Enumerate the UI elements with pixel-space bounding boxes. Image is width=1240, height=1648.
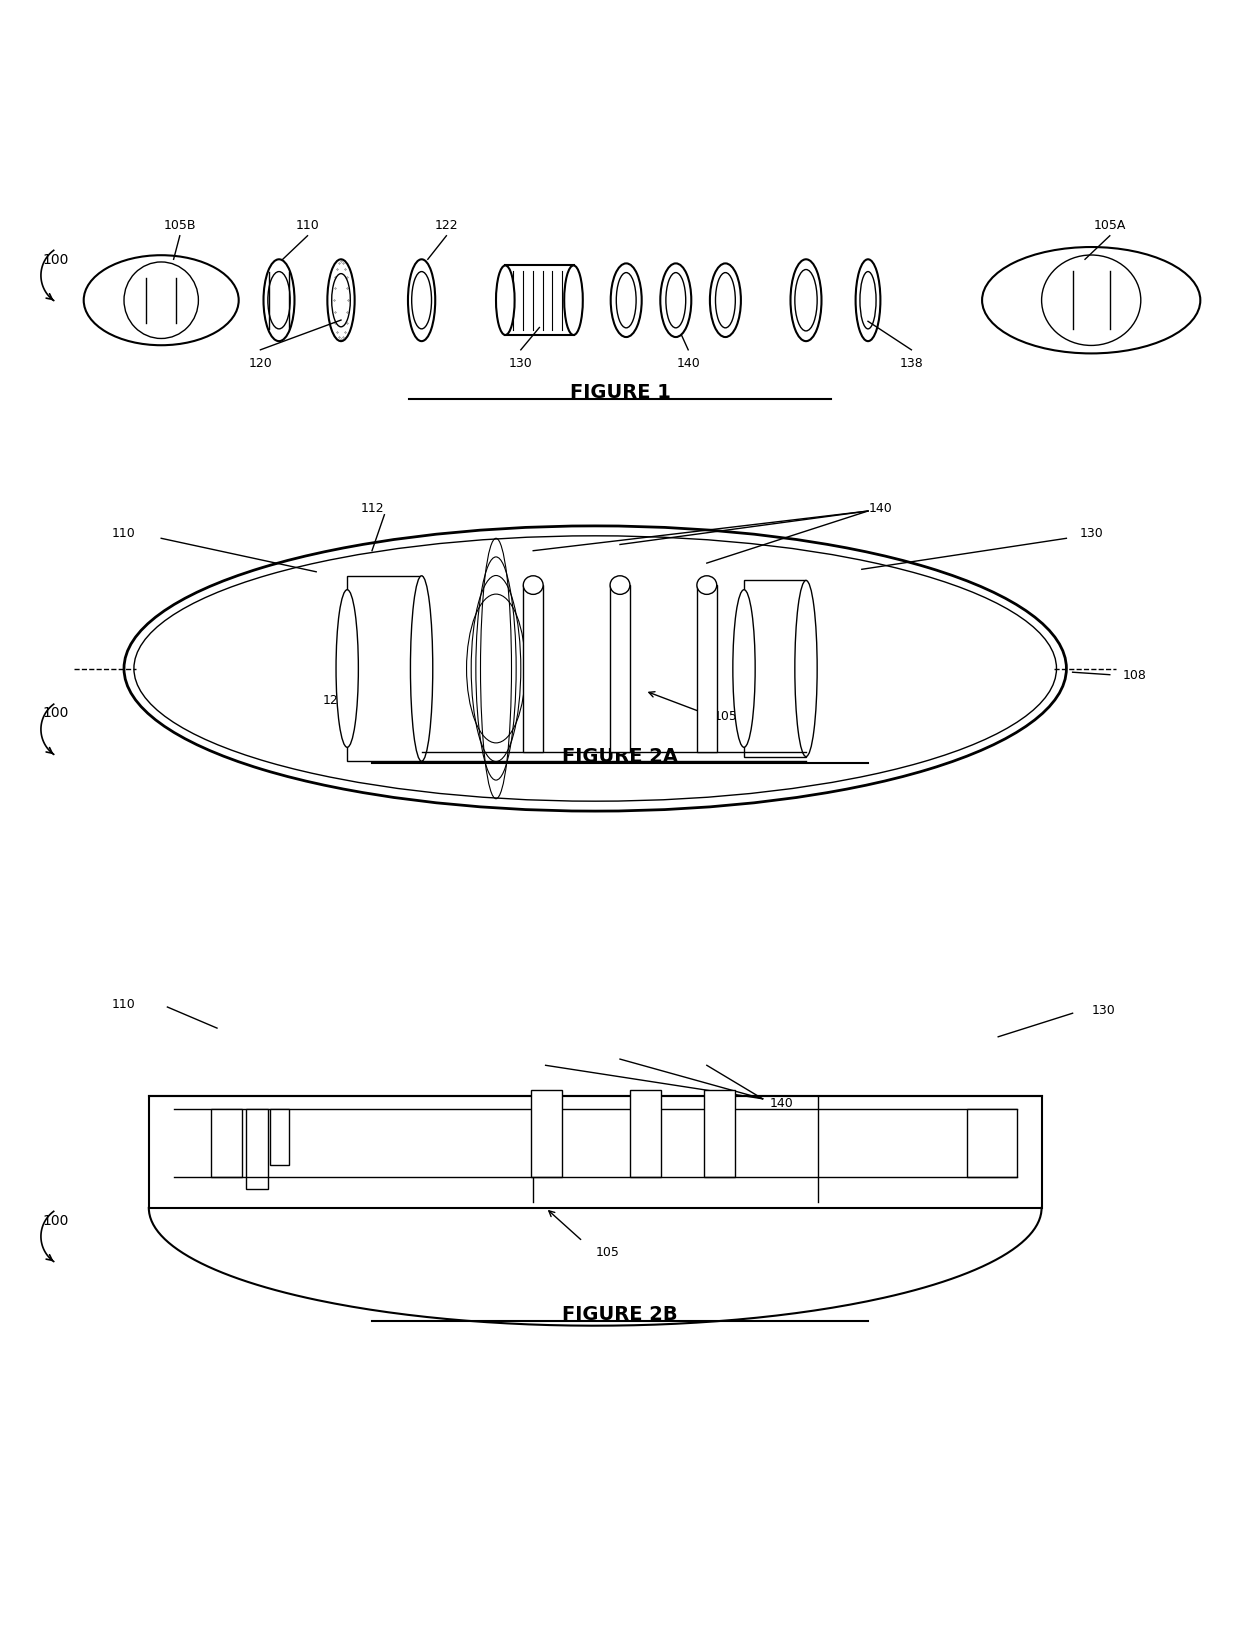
Ellipse shape [564,267,583,336]
Bar [211,1109,242,1177]
Ellipse shape [611,264,642,338]
Bar [531,1091,562,1177]
Text: 108: 108 [1122,669,1147,682]
Ellipse shape [263,260,295,341]
Text: 100: 100 [42,705,69,720]
Ellipse shape [410,577,433,761]
Text: 105A: 105A [1094,219,1126,232]
Text: 100: 100 [42,254,69,267]
Ellipse shape [733,590,755,748]
Text: FIGURE 1: FIGURE 1 [569,384,671,402]
Bar [149,1096,1042,1208]
Bar [630,1091,661,1177]
Ellipse shape [791,260,821,341]
Bar [347,577,422,761]
Bar [697,585,717,753]
Ellipse shape [661,264,692,338]
Ellipse shape [84,255,239,346]
Text: FIGURE 2B: FIGURE 2B [562,1304,678,1323]
Text: 110: 110 [112,526,136,539]
Text: 105B: 105B [164,219,196,232]
Text: FIGURE 2A: FIGURE 2A [562,747,678,765]
Ellipse shape [610,577,630,595]
Text: 105: 105 [595,1244,620,1257]
Text: 140: 140 [868,501,893,514]
Bar [246,1109,268,1190]
Text: 140: 140 [676,358,701,369]
Bar [523,585,543,753]
Ellipse shape [336,590,358,748]
Ellipse shape [124,527,1066,811]
Ellipse shape [327,260,355,341]
Bar [610,585,630,753]
Ellipse shape [496,267,515,336]
Bar [270,1109,289,1165]
Ellipse shape [709,264,742,338]
Text: 130: 130 [1091,1004,1116,1017]
Text: 120: 120 [248,358,273,369]
Ellipse shape [856,260,880,341]
Ellipse shape [408,260,435,341]
Text: 130: 130 [508,358,533,369]
Text: 100: 100 [42,1213,69,1228]
Text: 110: 110 [112,997,136,1010]
Text: 122: 122 [434,219,459,232]
Text: 112: 112 [360,501,384,514]
Bar [506,267,573,336]
Bar [704,1091,735,1177]
Ellipse shape [697,577,717,595]
Text: 105: 105 [713,710,738,723]
Text: 138: 138 [899,358,924,369]
Text: 140: 140 [769,1096,794,1109]
Ellipse shape [795,582,817,756]
Bar [744,582,806,756]
Text: 122: 122 [322,694,347,707]
Text: 130: 130 [1079,526,1104,539]
Ellipse shape [523,577,543,595]
Ellipse shape [982,247,1200,354]
Bar [967,1109,1017,1177]
Text: 110: 110 [295,219,320,232]
